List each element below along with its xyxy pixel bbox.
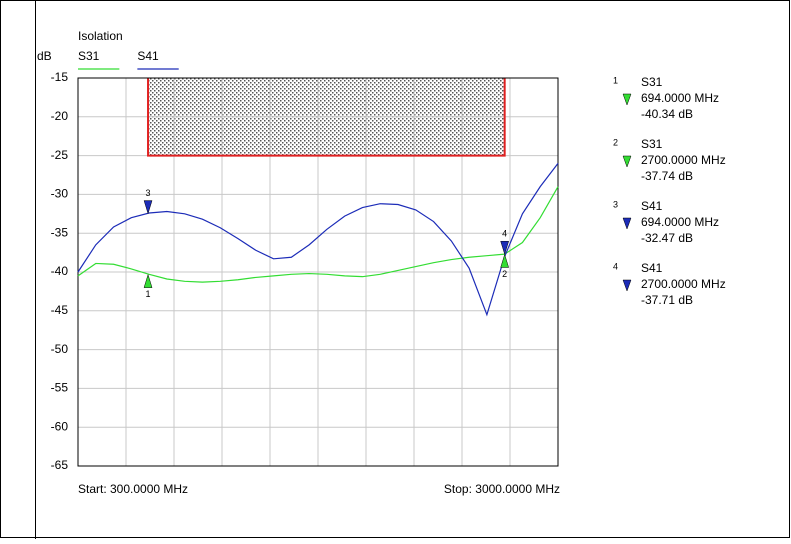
readout-number: 3 (613, 199, 618, 209)
marker (143, 273, 153, 288)
y-tick-label: -50 (51, 342, 69, 356)
readout-value: -32.47 dB (641, 231, 693, 245)
y-tick-label: -25 (51, 148, 69, 162)
y-tick-label: -40 (51, 264, 69, 278)
trace-line (77, 162, 559, 317)
readout-glyph (622, 217, 632, 230)
y-tick-label: -15 (51, 70, 69, 84)
readout-frequency: 694.0000 MHz (641, 215, 719, 229)
y-tick-label: -60 (51, 419, 69, 433)
readout-trace: S31 (641, 75, 663, 89)
readout-value: -37.71 dB (641, 293, 693, 307)
readout-glyph (622, 279, 632, 292)
y-axis-label: dB (37, 49, 52, 63)
marker (143, 200, 153, 215)
y-tick-label: -55 (51, 381, 69, 395)
readout-frequency: 2700.0000 MHz (641, 277, 726, 291)
readout-value: -40.34 dB (641, 107, 693, 121)
marker-number: 2 (502, 269, 507, 279)
marker (500, 240, 510, 256)
readout-number: 1 (613, 75, 618, 85)
trace-line (77, 186, 559, 283)
limit-box-border (147, 78, 506, 157)
readout-number: 2 (613, 137, 618, 147)
y-tick-label: -35 (51, 225, 69, 239)
readout-frequency: 2700.0000 MHz (641, 153, 726, 167)
marker (500, 253, 510, 268)
y-tick-label: -45 (51, 303, 69, 317)
legend-label: S41 (137, 49, 159, 63)
readout-frequency: 694.0000 MHz (641, 91, 719, 105)
readout-number: 4 (613, 261, 618, 271)
y-tick-label: -30 (51, 187, 69, 201)
readout-glyph (622, 155, 632, 168)
y-tick-label: -65 (51, 458, 69, 472)
readout-trace: S41 (641, 199, 663, 213)
chart-title: Isolation (78, 29, 123, 43)
marker-number: 1 (146, 289, 151, 299)
marker-number: 3 (146, 188, 151, 198)
marker-number: 4 (502, 229, 507, 239)
stop-label: Stop: 3000.0000 MHz (444, 482, 560, 496)
readout-trace: S41 (641, 261, 663, 275)
readout-trace: S31 (641, 137, 663, 151)
y-tick-label: -20 (51, 109, 69, 123)
readout-value: -37.74 dB (641, 169, 693, 183)
legend-label: S31 (78, 49, 100, 63)
start-label: Start: 300.0000 MHz (78, 482, 188, 496)
readout-glyph (622, 93, 632, 106)
